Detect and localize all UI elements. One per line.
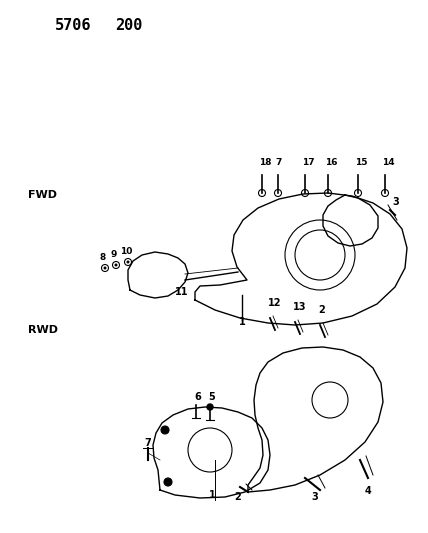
Text: 17: 17 xyxy=(302,158,315,167)
Text: 13: 13 xyxy=(293,302,306,312)
Text: 2: 2 xyxy=(235,492,241,502)
Text: RWD: RWD xyxy=(28,325,58,335)
Text: 14: 14 xyxy=(382,158,395,167)
Text: 200: 200 xyxy=(115,18,143,33)
Text: 9: 9 xyxy=(111,250,117,259)
Text: 6: 6 xyxy=(194,392,201,402)
Text: 11: 11 xyxy=(175,287,188,297)
Text: 4: 4 xyxy=(365,486,372,496)
Circle shape xyxy=(207,404,213,410)
Circle shape xyxy=(115,263,118,266)
Text: 12: 12 xyxy=(268,298,282,308)
Text: 1: 1 xyxy=(208,490,215,500)
Circle shape xyxy=(161,426,169,434)
Text: 5706: 5706 xyxy=(55,18,92,33)
Circle shape xyxy=(164,478,172,486)
Text: 2: 2 xyxy=(318,305,325,315)
Text: 5: 5 xyxy=(208,392,215,402)
Text: 16: 16 xyxy=(325,158,338,167)
Circle shape xyxy=(127,261,130,263)
Text: 3: 3 xyxy=(392,197,399,207)
Text: 18: 18 xyxy=(259,158,271,167)
Text: 7: 7 xyxy=(275,158,281,167)
Text: 8: 8 xyxy=(100,253,106,262)
Text: 3: 3 xyxy=(312,492,318,502)
Text: 1: 1 xyxy=(239,317,246,327)
Text: 10: 10 xyxy=(120,247,132,256)
Text: FWD: FWD xyxy=(28,190,57,200)
Circle shape xyxy=(104,266,107,270)
Text: 7: 7 xyxy=(144,438,151,448)
Text: 15: 15 xyxy=(355,158,368,167)
